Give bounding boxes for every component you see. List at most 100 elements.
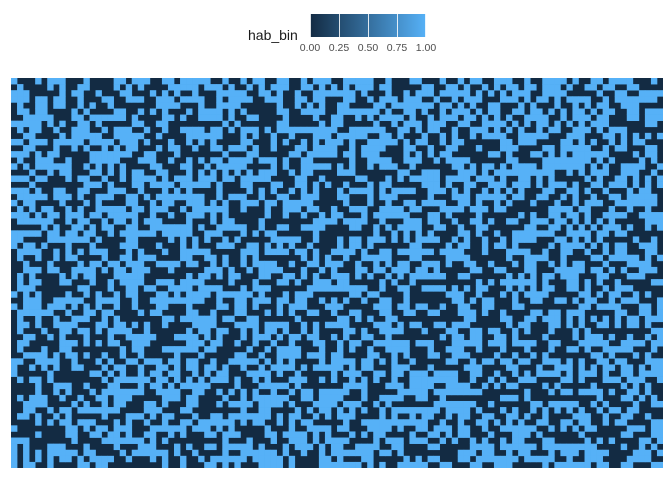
heatmap-cell [17, 151, 24, 158]
heatmap-cell [282, 236, 290, 243]
heatmap-cell [186, 254, 193, 262]
heatmap-cell [457, 291, 465, 298]
heatmap-cell [620, 358, 628, 365]
heatmap-cell [216, 327, 223, 335]
heatmap-cell [457, 413, 465, 420]
heatmap-cell [572, 236, 579, 243]
heatmap-cell [11, 212, 18, 219]
heatmap-cell [632, 315, 640, 323]
heatmap-cell [596, 236, 603, 243]
heatmap-cell [644, 315, 652, 323]
heatmap-cell [379, 431, 386, 438]
heatmap-cell [626, 321, 634, 329]
heatmap-cell [409, 376, 416, 384]
heatmap-cell [530, 84, 537, 91]
heatmap-cell [330, 138, 338, 146]
heatmap-cell [324, 303, 332, 310]
heatmap-cell [506, 78, 513, 85]
heatmap-cell [137, 175, 145, 182]
heatmap-cell [343, 169, 350, 176]
heatmap-cell [361, 431, 368, 438]
heatmap-cell [644, 449, 652, 457]
heatmap-cell [493, 169, 501, 176]
heatmap-cell [17, 376, 24, 384]
heatmap-cell [240, 230, 247, 237]
heatmap-cell [210, 126, 217, 134]
heatmap-cell [512, 96, 519, 103]
heatmap-cell [234, 90, 241, 97]
heatmap-cell [445, 175, 453, 182]
heatmap-cell [240, 132, 247, 140]
heatmap-cell [131, 376, 139, 384]
heatmap-cell [608, 224, 616, 231]
heatmap-cell [155, 205, 163, 213]
heatmap-cell [355, 291, 362, 298]
heatmap-cell [632, 407, 640, 414]
heatmap-cell [246, 266, 253, 274]
heatmap-cell [337, 279, 344, 286]
heatmap-cell [288, 132, 296, 140]
heatmap-cell [318, 266, 326, 274]
heatmap-cell [29, 138, 36, 146]
heatmap-cell [656, 224, 663, 231]
heatmap-cell [451, 370, 459, 377]
heatmap-cell [23, 285, 30, 292]
heatmap-cell [566, 449, 573, 457]
heatmap-cell [89, 455, 96, 463]
heatmap-cell [89, 431, 96, 438]
heatmap-cell [324, 413, 332, 420]
heatmap-cell [554, 266, 561, 274]
heatmap-cell [421, 303, 428, 310]
heatmap-cell [475, 199, 483, 207]
heatmap-cell [457, 407, 465, 414]
heatmap-cell [355, 370, 362, 377]
heatmap-cell [107, 138, 114, 146]
heatmap-cell [113, 78, 121, 85]
heatmap-cell [131, 273, 139, 280]
heatmap-cell [161, 90, 169, 97]
heatmap-cell [113, 291, 121, 298]
heatmap-cell [421, 236, 428, 243]
heatmap-cell [415, 78, 422, 85]
heatmap-cell [487, 413, 495, 420]
heatmap-cell [252, 327, 259, 335]
heatmap-cell [17, 175, 24, 182]
heatmap-cell [41, 352, 48, 359]
heatmap-cell [512, 303, 519, 310]
heatmap-cell [288, 376, 296, 384]
heatmap-cell [475, 291, 483, 298]
heatmap-cell [367, 78, 374, 85]
heatmap-cell [29, 169, 36, 176]
heatmap-cell [167, 199, 175, 207]
heatmap-cell [433, 187, 440, 195]
heatmap-cell [385, 321, 392, 329]
heatmap-cell [572, 297, 579, 304]
heatmap-cell [379, 279, 386, 286]
heatmap-cell [451, 400, 459, 408]
heatmap-cell [23, 151, 30, 158]
heatmap-cell [324, 78, 332, 85]
heatmap-cell [89, 169, 96, 176]
heatmap-cell [246, 169, 253, 176]
heatmap-cell [77, 90, 84, 97]
heatmap-cell [439, 102, 447, 109]
heatmap-cell [367, 236, 374, 243]
heatmap-cell [186, 108, 193, 115]
heatmap-cell [367, 84, 374, 91]
heatmap-cell [180, 382, 187, 390]
heatmap-cell [192, 297, 199, 304]
heatmap-cell [578, 169, 585, 176]
heatmap-cell [306, 333, 314, 341]
heatmap-cell [608, 218, 616, 225]
heatmap-cell [554, 370, 561, 377]
heatmap-cell [596, 303, 603, 310]
heatmap-cell [234, 340, 241, 347]
heatmap-cell [240, 352, 247, 359]
heatmap-cell [512, 260, 519, 268]
heatmap-cell [246, 370, 253, 377]
heatmap-cell [608, 157, 616, 164]
heatmap-cell [445, 400, 453, 408]
heatmap-cell [343, 437, 350, 444]
heatmap-cell [614, 242, 622, 249]
heatmap-cell [524, 120, 531, 128]
